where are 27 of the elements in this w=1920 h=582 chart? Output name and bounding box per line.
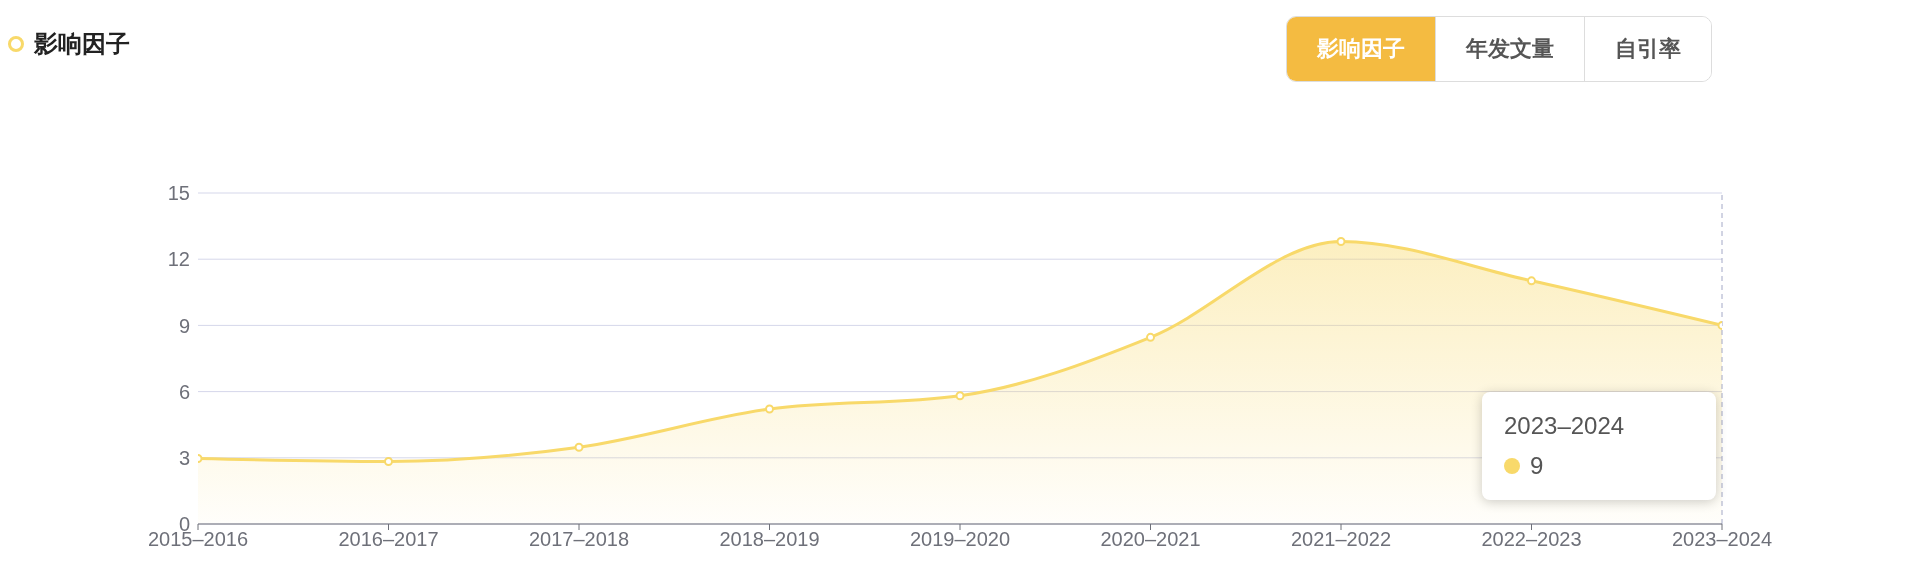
text: 影响因子 bbox=[1287, 17, 1435, 81]
y-tick-label: 6 bbox=[178, 380, 190, 403]
text: 自引率 bbox=[1584, 17, 1711, 81]
text: 年发文量 bbox=[1435, 17, 1584, 81]
chart-title: 影响因子 bbox=[34, 29, 130, 59]
point bbox=[955, 391, 965, 401]
x-tick-label: 2022–2023 bbox=[1481, 528, 1582, 551]
point bbox=[574, 442, 584, 452]
x-tick-label: 2019–2020 bbox=[909, 528, 1011, 551]
annotation: 9 bbox=[1530, 451, 1544, 480]
y-tick-label: 9 bbox=[178, 314, 190, 337]
point bbox=[765, 404, 774, 414]
annotation: 2023–2024 bbox=[1504, 411, 1626, 440]
point bbox=[1146, 332, 1155, 342]
x-tick-label: 2021–2022 bbox=[1290, 528, 1392, 551]
x-tick-label: 2020–2021 bbox=[1100, 528, 1201, 551]
y-tick-label: 3 bbox=[178, 446, 190, 469]
tooltip-panel: 2023–2024 9 bbox=[1482, 391, 1716, 500]
y-tick-label: 12 bbox=[167, 248, 190, 271]
x-tick-label: 2018–2019 bbox=[719, 528, 820, 551]
x-tick-label: 2023–2024 bbox=[1671, 528, 1773, 551]
point bbox=[384, 457, 393, 467]
y-tick-label: 15 bbox=[167, 182, 190, 205]
x-tick-label: 2017–2018 bbox=[528, 528, 630, 551]
point bbox=[1527, 276, 1536, 286]
point bbox=[1336, 237, 1346, 247]
x-tick-label: 2016–2017 bbox=[338, 528, 439, 551]
